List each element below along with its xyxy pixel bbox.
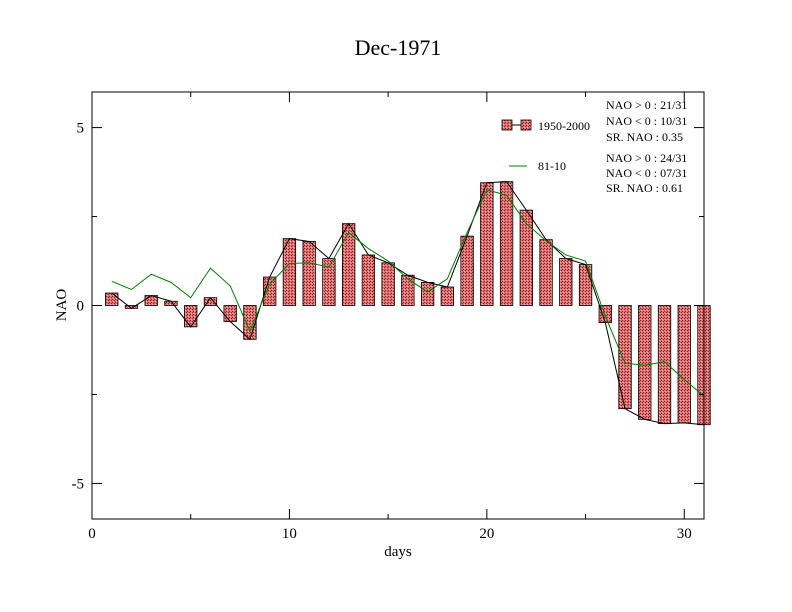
bar-day-30 <box>677 305 691 424</box>
legend-label-81-10: 81-10 <box>538 159 566 173</box>
bar-day-14 <box>361 254 376 306</box>
y-tick-label: -5 <box>72 476 85 492</box>
bar-day-24 <box>559 258 573 306</box>
legend-swatch-bar-left <box>501 119 513 131</box>
bar-day-21 <box>499 181 514 306</box>
bar-day-25 <box>578 264 593 306</box>
y-tick-label: 5 <box>77 121 85 137</box>
legend-stat-4: NAO > 0 : 24/31 <box>606 151 687 165</box>
plot-area <box>105 181 711 426</box>
x-tick-label: 20 <box>479 526 494 542</box>
bar-day-10 <box>282 238 297 306</box>
bar-day-16 <box>401 274 415 306</box>
bar-day-17 <box>420 281 435 306</box>
bar-day-15 <box>381 262 395 306</box>
axes: 0 10 20 30 -5 0 5 <box>72 92 704 542</box>
bar-day-28 <box>638 305 652 420</box>
bar-day-1 <box>105 292 119 306</box>
legend-label-1950-2000: 1950-2000 <box>538 119 590 133</box>
bar-day-5 <box>184 305 198 328</box>
bar-day-29 <box>657 305 672 425</box>
bar-day-22 <box>519 209 533 306</box>
legend: 1950-2000 NAO > 0 : 21/31 NAO < 0 : 10/3… <box>501 98 687 195</box>
series-line-1950-2000 <box>111 181 705 426</box>
series-line-81-10 <box>111 189 705 397</box>
y-tick-label: 0 <box>77 299 85 315</box>
bar-day-26 <box>598 305 612 323</box>
bar-day-23 <box>539 239 553 306</box>
x-tick-label: 30 <box>677 526 692 542</box>
legend-stat-2: NAO < 0 : 10/31 <box>606 114 687 128</box>
bar-day-8 <box>243 305 257 340</box>
bar-day-27 <box>618 305 632 410</box>
y-axis-label: NAO <box>54 289 70 322</box>
x-axis-label: days <box>384 544 412 560</box>
bar-day-12 <box>322 258 336 306</box>
bar-day-7 <box>223 305 237 322</box>
legend-stat-5: NAO < 0 : 07/31 <box>606 166 687 180</box>
legend-stat-6: SR. NAO : 0.61 <box>606 181 683 195</box>
bar-day-18 <box>440 286 455 306</box>
bar-day-20 <box>480 182 494 306</box>
x-tick-label: 0 <box>88 526 96 542</box>
legend-stat-3: SR. NAO : 0.35 <box>606 130 683 144</box>
legend-stat-1: NAO > 0 : 21/31 <box>606 98 687 112</box>
legend-swatch-bar-right <box>520 119 532 131</box>
x-tick-label: 10 <box>282 526 297 542</box>
bar-day-11 <box>302 241 316 306</box>
chart-title: Dec-1971 <box>355 35 442 60</box>
